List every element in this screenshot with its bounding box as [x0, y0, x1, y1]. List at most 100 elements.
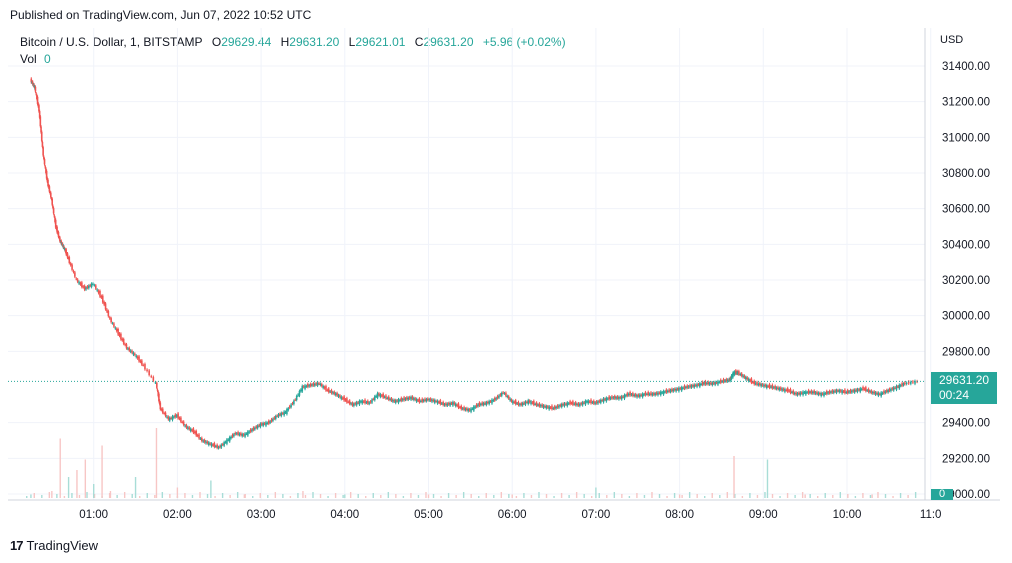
candle-body — [480, 403, 482, 406]
volume-bar — [530, 495, 533, 498]
candle-body — [764, 384, 767, 387]
candle-body — [180, 417, 182, 422]
volume-bar — [199, 492, 201, 498]
candle-body — [517, 402, 520, 406]
candle-body — [800, 392, 803, 394]
candle-body — [83, 285, 86, 290]
candle-body — [542, 405, 545, 408]
volume-spike — [733, 456, 735, 498]
y-tick-label: 30600.00 — [942, 204, 990, 216]
candle-body — [96, 289, 98, 291]
candle-body — [417, 400, 419, 402]
candle-body — [763, 384, 765, 387]
candle-body — [500, 393, 503, 396]
candle-body — [379, 394, 382, 397]
candle-body — [276, 415, 278, 417]
candle-body — [69, 263, 72, 266]
candle-body — [778, 387, 781, 391]
candle-body — [320, 384, 323, 387]
candle-body — [910, 381, 912, 384]
candle-body — [537, 404, 539, 406]
volume-bar — [342, 495, 344, 498]
candle-body — [884, 391, 887, 393]
candle-body — [760, 384, 763, 387]
y-tick-label: 29400.00 — [942, 418, 990, 430]
countdown-value: 00:24 — [939, 388, 970, 402]
tradingview-footer[interactable]: 17 TradingView — [10, 538, 98, 553]
candle-body — [436, 400, 439, 404]
candle-body — [362, 401, 365, 403]
candle-body — [244, 433, 246, 437]
y-tick-label: 31400.00 — [942, 61, 990, 73]
volume-spike — [511, 494, 513, 498]
candle-body — [182, 421, 185, 425]
volume-bar — [71, 493, 73, 498]
candle-body — [732, 372, 735, 374]
candle-body — [655, 392, 658, 395]
candle-body — [809, 392, 811, 394]
candle-body — [588, 401, 591, 403]
candle-body — [38, 111, 41, 118]
candle-body — [464, 408, 467, 411]
candle-body — [163, 413, 165, 415]
candle-body — [735, 372, 738, 374]
candle-body — [736, 371, 738, 374]
candle-body — [549, 407, 552, 409]
candle-body — [686, 385, 689, 388]
candle-body — [648, 393, 651, 395]
candle-body — [68, 256, 71, 263]
candle-body — [413, 398, 415, 400]
candle-body — [862, 386, 864, 390]
candle-body — [520, 403, 523, 406]
candle-body — [340, 396, 343, 399]
candle-body — [747, 378, 750, 382]
candle-body — [662, 390, 665, 395]
legend-symbol[interactable]: Bitcoin / U.S. Dollar, 1, BITSTAMP — [20, 35, 203, 49]
candle-body — [580, 403, 583, 405]
candle-body — [161, 408, 164, 413]
candle-body — [132, 352, 135, 355]
candle-body — [191, 429, 193, 431]
candle-body — [158, 393, 160, 402]
volume-bar — [214, 496, 216, 498]
volume-spike — [93, 484, 95, 498]
candle-body — [711, 382, 714, 386]
candle-body — [810, 390, 813, 394]
candle-body — [156, 382, 158, 388]
candle-body — [383, 396, 386, 398]
candle-body — [443, 404, 446, 406]
candle-body — [863, 388, 866, 390]
candle-body — [386, 398, 389, 400]
volume-spike — [51, 491, 53, 498]
candle-body — [260, 423, 263, 425]
candle-body — [174, 414, 177, 418]
volume-bar — [154, 495, 156, 498]
legend-low-label: L — [348, 35, 356, 49]
candle-body — [523, 402, 525, 404]
candle-body — [524, 401, 527, 405]
candle-body — [159, 402, 162, 410]
candle-body — [99, 290, 101, 297]
candle-body — [632, 393, 634, 396]
candle-body — [286, 409, 288, 415]
candle-body — [425, 399, 428, 402]
candle-body — [774, 385, 776, 389]
candle-body — [498, 395, 500, 398]
candle-body — [876, 392, 878, 394]
volume-bar — [123, 492, 126, 498]
volume-bar — [33, 493, 35, 498]
candle-body — [360, 401, 362, 403]
candle-body — [478, 402, 481, 406]
candle-body — [545, 406, 548, 409]
volume-bar — [206, 494, 209, 498]
volume-bar — [817, 496, 819, 498]
candle-body — [679, 388, 682, 390]
candle-body — [429, 398, 432, 401]
candle-body — [495, 398, 497, 400]
candle-body — [722, 379, 725, 383]
candle-body — [267, 420, 270, 424]
candle-body — [531, 402, 534, 404]
candle-body — [198, 434, 200, 439]
candle-body — [181, 421, 184, 423]
